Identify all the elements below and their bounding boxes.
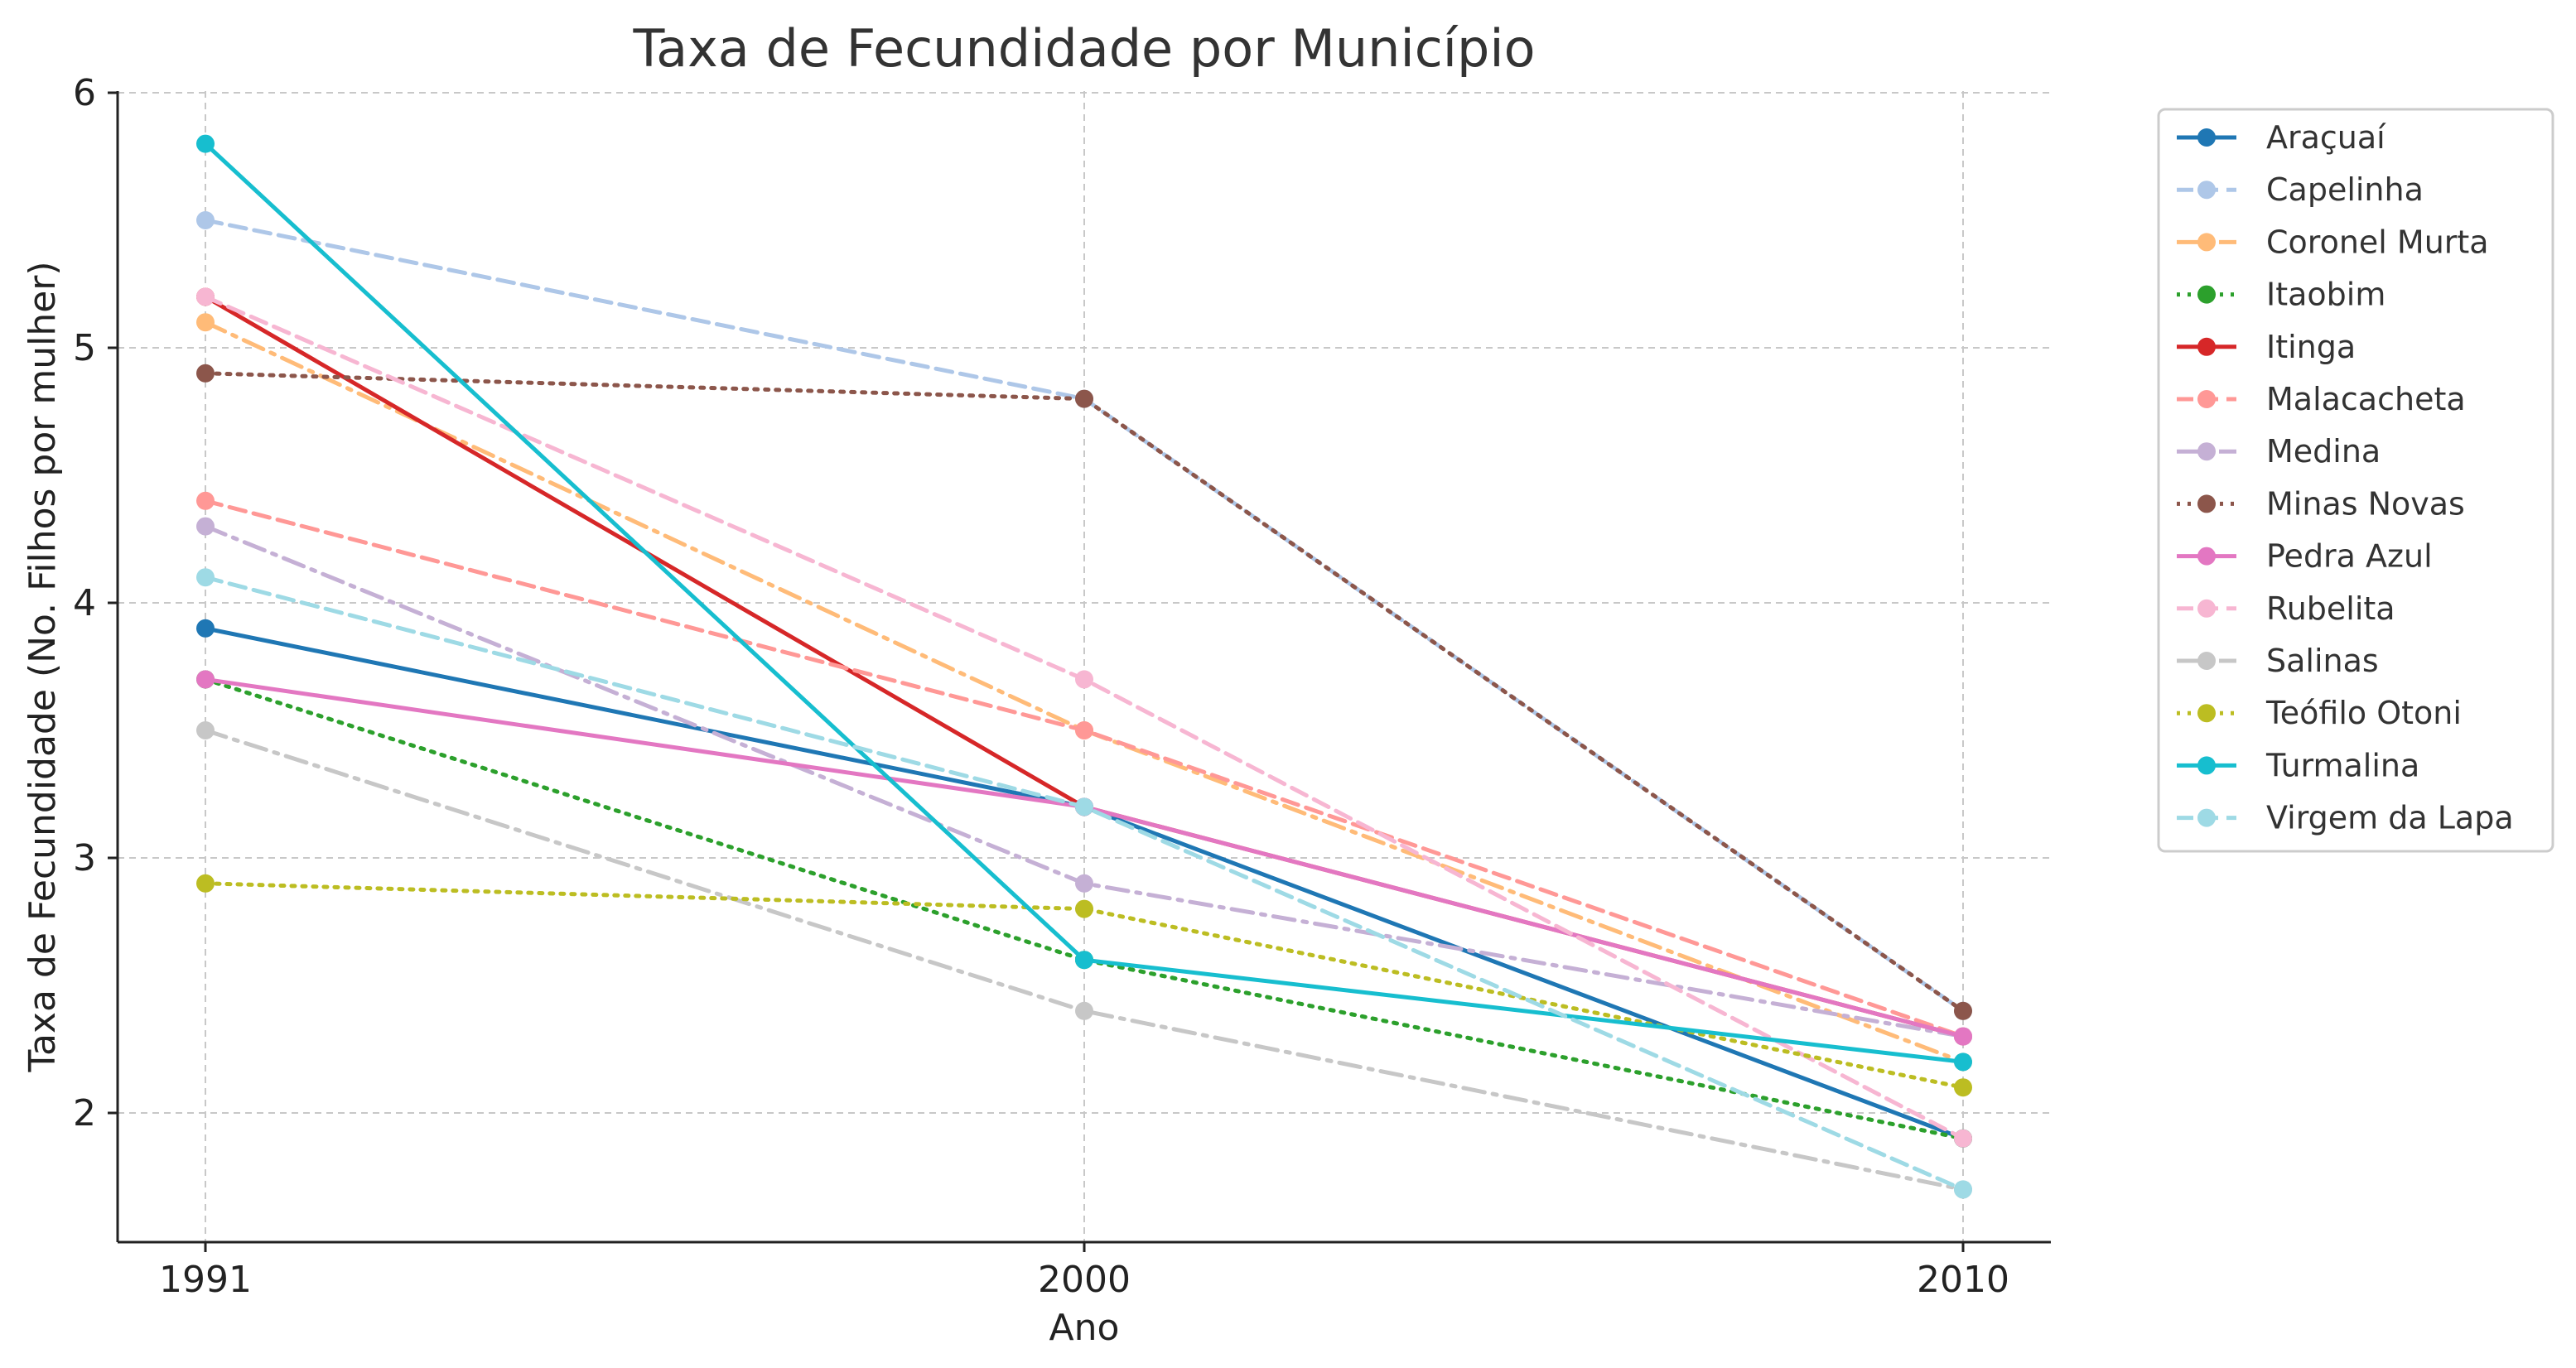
- data-point: [1954, 1052, 1972, 1072]
- data-point: [1075, 899, 1093, 918]
- legend-marker: [2197, 181, 2216, 200]
- legend-label: Pedra Azul: [2266, 538, 2433, 575]
- x-tick-label: 1991: [159, 1259, 252, 1301]
- legend-marker: [2197, 390, 2216, 408]
- data-point: [196, 313, 215, 332]
- legend-marker: [2197, 285, 2216, 304]
- legend-label: Malacacheta: [2266, 381, 2466, 417]
- legend-marker: [2197, 704, 2216, 723]
- series-line: [203, 677, 1966, 1141]
- data-point: [1954, 1078, 1972, 1097]
- data-point: [1075, 797, 1093, 816]
- legend-label: Coronel Murta: [2266, 224, 2489, 260]
- x-tick-label: 2000: [1038, 1259, 1131, 1301]
- legend-marker: [2197, 652, 2216, 670]
- grid: [118, 91, 2051, 1242]
- data-point: [196, 874, 215, 893]
- legend-label: Medina: [2266, 433, 2381, 470]
- legend-label: Turmalina: [2265, 747, 2419, 783]
- data-point: [196, 517, 215, 536]
- y-tick-label: 3: [73, 837, 96, 879]
- y-tick-label: 4: [73, 582, 96, 624]
- data-point: [1075, 670, 1093, 689]
- legend-marker: [2197, 547, 2216, 566]
- data-point: [1075, 389, 1093, 408]
- legend-marker: [2197, 442, 2216, 461]
- data-point: [196, 211, 215, 229]
- legend-label: Itinga: [2266, 329, 2356, 365]
- data-point: [1954, 1180, 1972, 1199]
- data-point: [1075, 951, 1093, 970]
- data-point: [196, 619, 215, 638]
- data-point: [1954, 1129, 1972, 1148]
- data-point: [1954, 1027, 1972, 1046]
- series-line: [203, 320, 1966, 1064]
- series-line: [203, 371, 1966, 1014]
- legend-label: Araçuaí: [2266, 119, 2386, 156]
- y-tick-label: 6: [73, 72, 96, 114]
- data-point: [196, 491, 215, 510]
- chart-title: Taxa de Fecundidade por Município: [632, 18, 1535, 79]
- y-tick-label: 2: [73, 1092, 96, 1134]
- y-tick-label: 5: [73, 327, 96, 369]
- data-point: [196, 134, 215, 153]
- legend-label: Capelinha: [2266, 171, 2424, 208]
- legend-label: Virgem da Lapa: [2266, 800, 2514, 836]
- data-point: [196, 364, 215, 383]
- legend-marker: [2197, 808, 2216, 827]
- ticks: 1991 2000 2010 2 3 4 5 6: [73, 72, 2009, 1301]
- data-point: [1954, 1001, 1972, 1020]
- legend-marker: [2197, 494, 2216, 513]
- legend-label: Itaobim: [2266, 277, 2385, 313]
- legend-marker: [2197, 756, 2216, 775]
- series: [196, 134, 1972, 1199]
- data-point: [196, 568, 215, 587]
- legend-marker: [2197, 337, 2216, 356]
- legend-marker: [2197, 128, 2216, 147]
- legend-marker: [2197, 599, 2216, 618]
- y-axis-label: Taxa de Fecundidade (No. Filhos por mulh…: [22, 261, 64, 1072]
- data-point: [1075, 1001, 1093, 1020]
- data-point: [1075, 874, 1093, 893]
- legend-label: Teófilo Otoni: [2265, 695, 2462, 731]
- legend-box: [2157, 108, 2554, 853]
- data-point: [196, 287, 215, 306]
- legend-label: Minas Novas: [2266, 485, 2465, 522]
- legend: Araçuaí Capelinha Coronel Murta Itaobim Itin…: [2157, 108, 2554, 853]
- legend-label: Rubelita: [2266, 590, 2395, 627]
- x-tick-label: 2010: [1917, 1259, 2009, 1301]
- data-point: [1075, 721, 1093, 739]
- data-point: [196, 670, 215, 689]
- legend-marker: [2197, 233, 2216, 252]
- x-axis-label: Ano: [1049, 1307, 1120, 1349]
- data-point: [196, 721, 215, 739]
- legend-label: Salinas: [2266, 643, 2379, 679]
